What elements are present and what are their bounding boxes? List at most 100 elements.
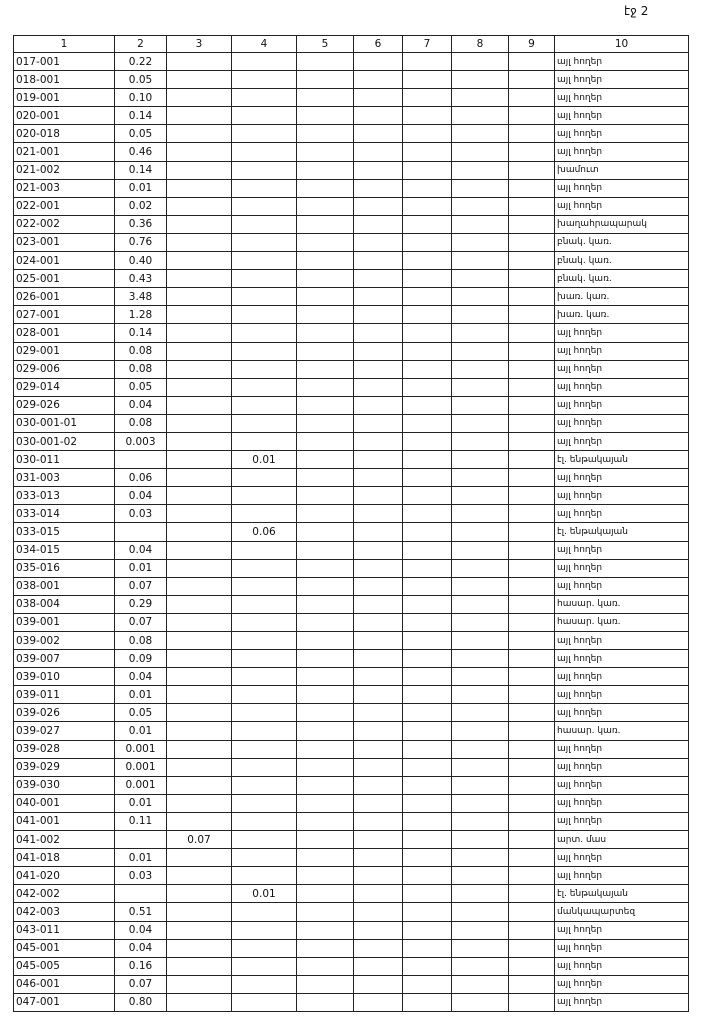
table-cell: 0.14	[114, 106, 167, 126]
empty-cell	[231, 920, 297, 940]
empty-cell	[114, 450, 167, 470]
empty-cell	[451, 558, 509, 578]
empty-cell	[451, 88, 509, 108]
table-cell: այլ հողեր	[554, 540, 689, 560]
empty-cell	[353, 902, 403, 922]
empty-cell	[451, 630, 509, 651]
empty-cell	[451, 486, 509, 506]
table-cell: 0.001	[114, 739, 167, 759]
table-cell: 041-020	[13, 866, 115, 886]
empty-cell	[231, 214, 297, 234]
empty-cell	[231, 992, 297, 1012]
empty-cell	[402, 721, 452, 741]
empty-cell	[402, 685, 452, 705]
empty-cell	[296, 884, 354, 904]
table-cell: այլ հողեր	[554, 703, 689, 723]
table-cell: 0.05	[114, 70, 167, 90]
column-header: 6	[353, 35, 403, 53]
empty-cell	[451, 522, 509, 542]
table-cell: խամուտ	[554, 160, 689, 180]
empty-cell	[353, 486, 403, 506]
table-cell: այլ հողեր	[554, 341, 689, 361]
empty-cell	[166, 649, 232, 669]
empty-cell	[231, 703, 297, 723]
empty-cell	[353, 721, 403, 741]
land-table: 1 2 3 4 5 6 7 8 9 10 017-001 0.22 այլ հողեր 018-001 0…	[13, 35, 689, 1012]
empty-cell	[231, 938, 297, 958]
empty-cell	[402, 649, 452, 669]
table-cell: 023-001	[13, 232, 115, 253]
table-cell: այլ հողեր	[554, 576, 689, 596]
table-cell: 0.03	[114, 866, 167, 886]
table-cell: 039-027	[13, 721, 115, 741]
table-row: 033-015 0.06 էլ. ենթակայան	[13, 522, 689, 542]
table-row: 030-001-01 0.08 այլ հողեր	[13, 413, 689, 433]
table-cell: 0.05	[114, 124, 167, 144]
empty-cell	[451, 431, 509, 452]
empty-cell	[296, 486, 354, 506]
table-row: 039-027 0.01 հասար. կառ.	[13, 721, 689, 741]
empty-cell	[508, 323, 555, 343]
empty-cell	[231, 757, 297, 777]
table-cell: 021-002	[13, 160, 115, 180]
table-cell: 0.03	[114, 504, 167, 524]
table-cell: 0.11	[114, 811, 167, 832]
empty-cell	[166, 196, 232, 216]
table-row: 027-001 1.28 խառ. կառ.	[13, 305, 689, 325]
empty-cell	[166, 775, 232, 795]
table-cell: 045-001	[13, 938, 115, 958]
table-cell: 0.01	[231, 450, 297, 470]
empty-cell	[508, 576, 555, 596]
empty-cell	[353, 395, 403, 415]
table-row: 025-001 0.43 բնակ. կառ.	[13, 269, 689, 289]
table-cell: այլ հողեր	[554, 793, 689, 813]
table-cell: 038-004	[13, 594, 115, 614]
table-cell: 0.01	[114, 848, 167, 868]
table-cell: այլ հողեր	[554, 106, 689, 126]
empty-cell	[166, 630, 232, 651]
empty-cell	[508, 51, 555, 72]
table-cell: 1.28	[114, 305, 167, 325]
table-row: 029-001 0.08 այլ հողեր	[13, 341, 689, 361]
table-cell: 0.04	[114, 920, 167, 940]
table-cell: 021-003	[13, 178, 115, 198]
empty-cell	[508, 359, 555, 379]
empty-cell	[353, 287, 403, 307]
empty-cell	[451, 540, 509, 560]
table-row: 043-011 0.04 այլ հողեր	[13, 920, 689, 940]
empty-cell	[166, 305, 232, 325]
empty-cell	[296, 269, 354, 289]
empty-cell	[296, 323, 354, 343]
empty-cell	[296, 124, 354, 144]
table-cell: 0.07	[114, 576, 167, 596]
table-row: 022-002 0.36 խաղահրապարակ	[13, 214, 689, 234]
empty-cell	[451, 196, 509, 216]
empty-cell	[353, 359, 403, 379]
table-cell: 0.01	[114, 178, 167, 198]
table-row: 041-018 0.01 այլ հողեր	[13, 848, 689, 868]
empty-cell	[508, 395, 555, 415]
empty-cell	[508, 196, 555, 216]
empty-cell	[451, 468, 509, 488]
table-row: 031-003 0.06 այլ հողեր	[13, 468, 689, 488]
table-cell: բնակ. կառ.	[554, 269, 689, 289]
empty-cell	[402, 269, 452, 289]
column-header: 9	[508, 35, 555, 53]
empty-cell	[166, 757, 232, 777]
empty-cell	[296, 51, 354, 72]
empty-cell	[353, 703, 403, 723]
table-row: 039-029 0.001 այլ հողեր	[13, 757, 689, 777]
table-row: 042-003 0.51 մանկապարտեզ	[13, 902, 689, 922]
empty-cell	[166, 124, 232, 144]
empty-cell	[296, 540, 354, 560]
empty-cell	[402, 522, 452, 542]
empty-cell	[353, 920, 403, 940]
empty-cell	[231, 594, 297, 614]
table-cell: 033-013	[13, 486, 115, 506]
empty-cell	[166, 558, 232, 578]
table-cell: այլ հողեր	[554, 431, 689, 452]
table-cell: 0.001	[114, 757, 167, 777]
empty-cell	[451, 956, 509, 976]
empty-cell	[296, 630, 354, 651]
table-cell: 026-001	[13, 287, 115, 307]
